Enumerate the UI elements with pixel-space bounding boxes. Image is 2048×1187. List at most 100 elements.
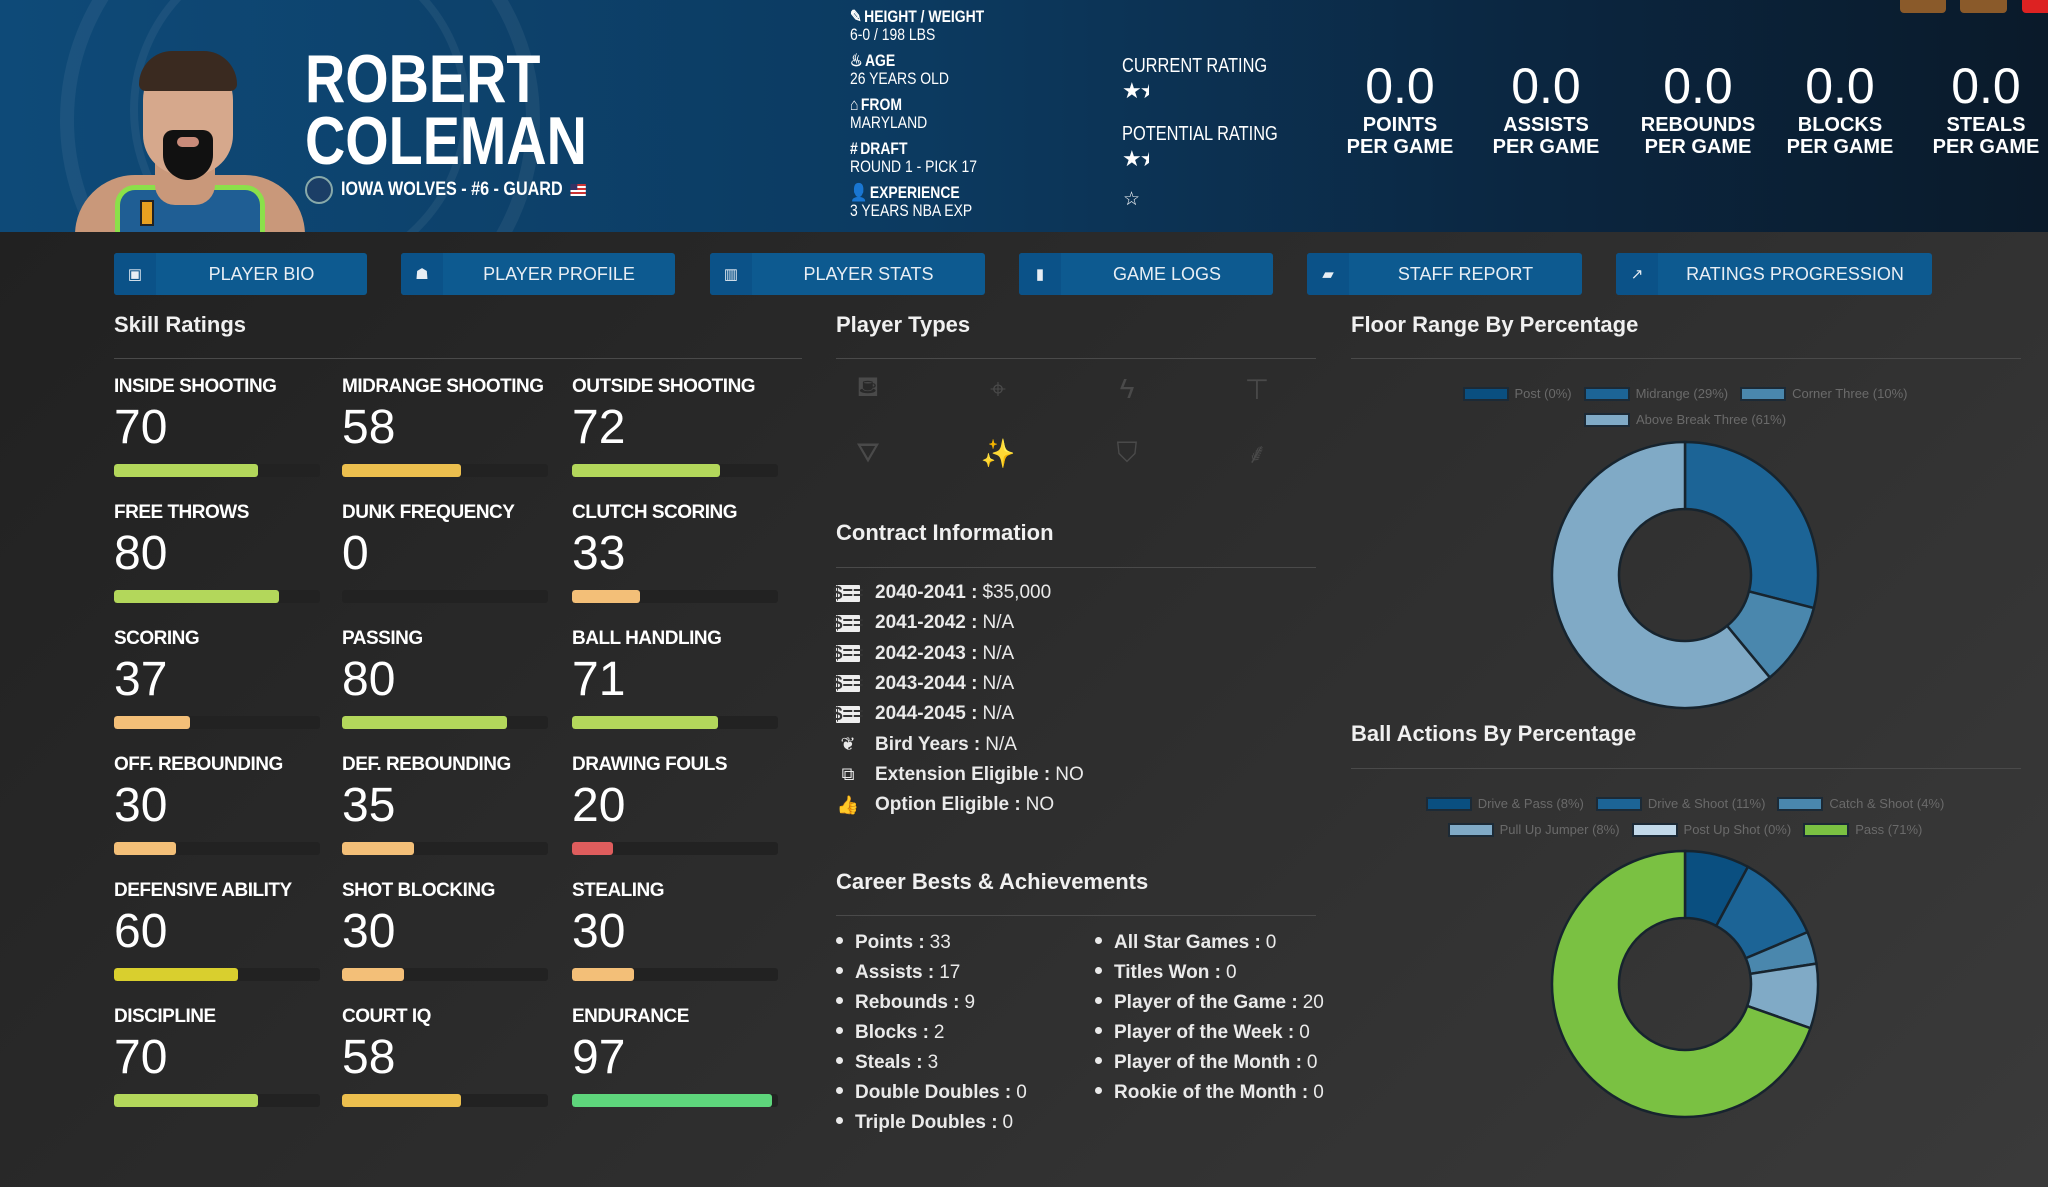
broom-icon[interactable]: ⸙ — [1246, 438, 1268, 469]
skill-bar — [114, 716, 320, 729]
skill-def-rebounding: DEF. REBOUNDING 35 — [342, 754, 552, 855]
donut-slice[interactable] — [1550, 440, 1772, 710]
potential-rating-stars: ★★ — [1122, 146, 1149, 171]
id-badge-icon: ▣ — [114, 253, 156, 295]
magic-wand-icon[interactable]: ✨ — [980, 437, 1016, 469]
tab-game-logs[interactable]: ▮ GAME LOGS — [1019, 253, 1273, 295]
money-check-icon: $== — [832, 703, 864, 724]
team-line: IOWA WOLVES - #6 - GUARD — [305, 176, 629, 204]
skill-bar — [572, 464, 778, 477]
skill-midrange-shooting: MIDRANGE SHOOTING 58 — [342, 376, 552, 477]
legend-item[interactable]: Pass (71%) — [1803, 822, 1922, 837]
skill-bar-fill — [114, 968, 238, 981]
header-button-close[interactable] — [2022, 0, 2048, 13]
skill-bar — [342, 716, 548, 729]
skill-endurance: ENDURANCE 97 — [572, 1006, 782, 1107]
contract-row: ❦ Bird Years : N/A — [836, 734, 1017, 756]
comment-icon: ▰ — [1307, 253, 1349, 295]
legend-item[interactable]: Drive & Shoot (11%) — [1595, 796, 1765, 811]
current-rating: CURRENT RATING ★★ — [1122, 55, 1299, 104]
skill-bar-fill — [114, 1094, 259, 1107]
team-logo-icon — [305, 176, 333, 204]
bolt-icon[interactable]: ϟ — [1119, 373, 1135, 404]
skill-inside-shooting: INSIDE SHOOTING 70 — [114, 376, 324, 477]
skill-bar-fill — [114, 590, 279, 603]
legend-item[interactable]: Post (0%) — [1462, 386, 1572, 401]
skill-bar-fill — [572, 842, 614, 855]
legend-swatch — [1803, 822, 1850, 837]
stat-rebounds: 0.0 REBOUNDS PER GAME — [1640, 58, 1756, 158]
ball-actions-title: Ball Actions By Percentage — [1351, 721, 1637, 746]
skill-bar — [114, 590, 320, 603]
contract-row: $== 2043-2044 : N/A — [832, 672, 1015, 694]
legend-item[interactable]: Drive & Pass (8%) — [1425, 796, 1584, 811]
legend-item[interactable]: Midrange (29%) — [1583, 386, 1728, 401]
skill-bar-fill — [342, 716, 507, 729]
skill-bar-fill — [114, 464, 259, 477]
legend-item[interactable]: Corner Three (10%) — [1740, 386, 1907, 401]
info-height-weight: ✎ HEIGHT / WEIGHT 6-0 / 198 LBS — [850, 7, 985, 44]
skill-bar — [342, 464, 548, 477]
chart-legend: Post (0%) Midrange (29%) Corner Three (10%… — [1345, 386, 2025, 401]
skill-off-rebounding: OFF. REBOUNDING 30 — [114, 754, 324, 855]
legend-item[interactable]: Catch & Shoot (4%) — [1777, 796, 1944, 811]
legend-swatch — [1462, 386, 1509, 401]
legend-item[interactable]: Post Up Shot (0%) — [1631, 822, 1791, 837]
skill-defensive-ability: DEFENSIVE ABILITY 60 — [114, 880, 324, 981]
stat-assists: 0.0 ASSISTS PER GAME — [1492, 58, 1600, 158]
skill-bar-fill — [342, 464, 462, 477]
chart-legend: Above Break Three (61%) — [1345, 412, 2025, 427]
skill-shot-blocking: SHOT BLOCKING 30 — [342, 880, 552, 981]
skill-bar-fill — [114, 716, 191, 729]
skill-bar — [572, 1094, 778, 1107]
skill-drawing-fouls: DRAWING FOULS 20 — [572, 754, 782, 855]
paint-roller-icon[interactable]: ⊤ — [1244, 373, 1270, 405]
player-types-title: Player Types — [836, 312, 971, 337]
chart-legend: Pull Up Jumper (8%) Post Up Shot (0%) Pass… — [1345, 822, 2025, 837]
contract-row: $== 2040-2041 : $35,000 — [832, 582, 1052, 603]
career-item: Player of the Game :20 — [1095, 992, 1324, 1014]
skill-bar-fill — [342, 968, 404, 981]
fill-drip-icon[interactable]: ⛾ — [856, 371, 880, 402]
stat-steals: 0.0 STEALS PER GAME — [1932, 58, 2040, 158]
career-item: All Star Games :0 — [1095, 932, 1276, 954]
skill-scoring: SCORING 37 — [114, 628, 324, 729]
header-button-2[interactable] — [1960, 0, 2007, 13]
feather-icon: ❦ — [840, 734, 856, 754]
skill-bar-fill — [572, 716, 719, 729]
skill-court-iq: COURT IQ 58 — [342, 1006, 552, 1107]
tab-staff-report[interactable]: ▰ STAFF REPORT — [1307, 253, 1582, 295]
contract-row: 👍 Option Eligible : NO — [836, 794, 1055, 816]
career-item: Assists :17 — [836, 962, 960, 984]
skill-ball-handling: BALL HANDLING 71 — [572, 628, 782, 729]
legend-swatch — [1583, 412, 1630, 427]
current-rating-stars: ★★ — [1122, 78, 1149, 103]
legend-item[interactable]: Above Break Three (61%) — [1583, 412, 1786, 427]
donut-slice[interactable] — [1683, 440, 1820, 610]
legend-item[interactable]: Pull Up Jumper (8%) — [1447, 822, 1620, 837]
drafting-compass-icon[interactable]: ⛛ — [856, 436, 880, 468]
tab-ratings-progression[interactable]: ↗ RATINGS PROGRESSION — [1616, 253, 1932, 295]
favorite-star-icon[interactable]: ☆ — [1123, 189, 1141, 210]
skill-bar — [114, 842, 320, 855]
thumbs-up-icon: 👍 — [836, 794, 860, 815]
skill-bar — [572, 968, 778, 981]
crosshairs-icon[interactable]: ⌖ — [990, 372, 1006, 404]
donut-slice[interactable] — [1550, 849, 1813, 1119]
tab-player-profile[interactable]: ☗ PLAYER PROFILE — [401, 253, 675, 295]
skill-bar — [342, 968, 548, 981]
career-title: Career Bests & Achievements — [836, 869, 1149, 894]
career-item: Rebounds :9 — [836, 992, 975, 1014]
potential-rating: POTENTIAL RATING ★★ — [1122, 123, 1312, 172]
info-draft: # DRAFT ROUND 1 - PICK 17 — [850, 139, 978, 176]
header-button-1[interactable] — [1900, 0, 1946, 13]
us-flag-icon — [570, 183, 586, 196]
tab-player-bio[interactable]: ▣ PLAYER BIO — [114, 253, 367, 295]
player-header: ROBERT COLEMAN IOWA WOLVES - #6 - GUARD C… — [0, 0, 2048, 232]
shield-icon[interactable]: ⛉ — [1116, 436, 1138, 468]
tab-player-stats[interactable]: ▥ PLAYER STATS — [710, 253, 985, 295]
legend-swatch — [1595, 796, 1642, 811]
career-item: Blocks :2 — [836, 1022, 945, 1044]
contract-row: $== 2044-2045 : N/A — [832, 703, 1015, 725]
contract-title: Contract Information — [836, 520, 1054, 545]
